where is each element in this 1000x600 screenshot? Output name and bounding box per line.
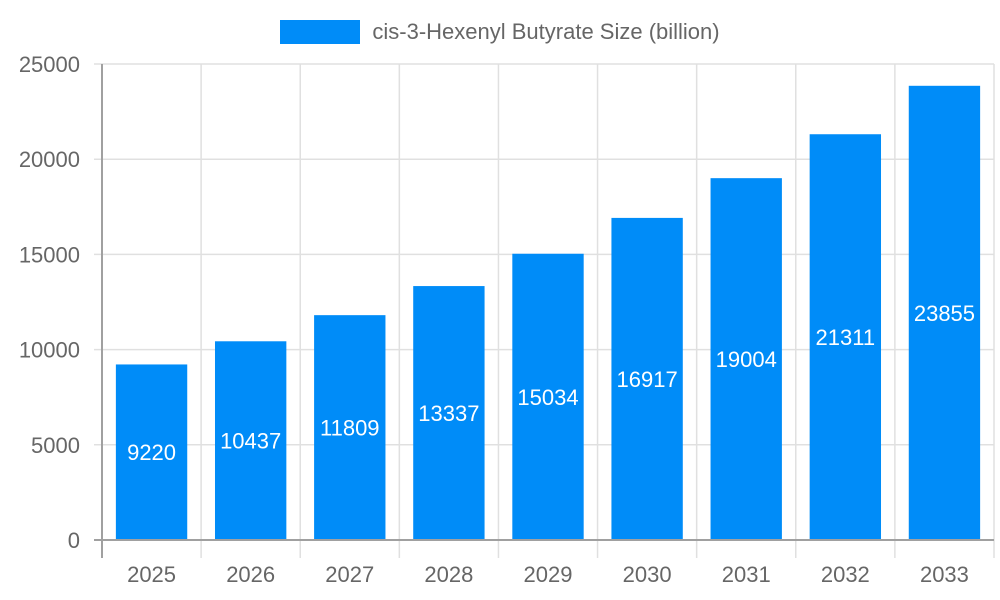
bar-value-label: 13337 (418, 401, 479, 426)
bar-value-label: 23855 (914, 301, 975, 326)
x-tick-label: 2031 (722, 562, 771, 587)
bar-value-label: 10437 (220, 429, 281, 454)
bar (115, 364, 188, 540)
bar (314, 315, 386, 540)
x-tick-label: 2029 (524, 562, 573, 587)
bar (611, 217, 683, 540)
chart-legend: cis-3-Hexenyl Butyrate Size (billion) (0, 18, 1000, 46)
bar-value-label: 19004 (716, 347, 777, 372)
bar (214, 341, 287, 540)
bar-value-label: 21311 (816, 325, 876, 350)
x-tick-label: 2030 (623, 562, 672, 587)
legend-swatch[interactable] (280, 20, 361, 44)
y-tick-label: 20000 (19, 147, 80, 172)
bar (710, 178, 782, 541)
y-tick-label: 15000 (19, 242, 80, 267)
bar-value-label: 15034 (517, 385, 578, 410)
bar (908, 85, 981, 541)
y-tick-label: 0 (68, 528, 80, 553)
bar-value-label: 16917 (617, 367, 678, 392)
x-tick-label: 2028 (424, 562, 473, 587)
x-tick-label: 2032 (821, 562, 870, 587)
bar-value-label: 11809 (320, 416, 380, 441)
y-tick-label: 25000 (19, 52, 80, 77)
bar (413, 286, 485, 540)
y-tick-label: 10000 (19, 338, 80, 363)
x-tick-label: 2025 (127, 562, 176, 587)
legend-label: cis-3-Hexenyl Butyrate Size (billion) (372, 19, 720, 44)
x-tick-label: 2033 (920, 562, 969, 587)
bar (512, 253, 584, 541)
x-tick-label: 2027 (325, 562, 374, 587)
bar-value-label: 9220 (127, 440, 176, 465)
y-tick-label: 5000 (31, 433, 80, 458)
bar (809, 134, 882, 540)
x-tick-label: 2026 (226, 562, 275, 587)
